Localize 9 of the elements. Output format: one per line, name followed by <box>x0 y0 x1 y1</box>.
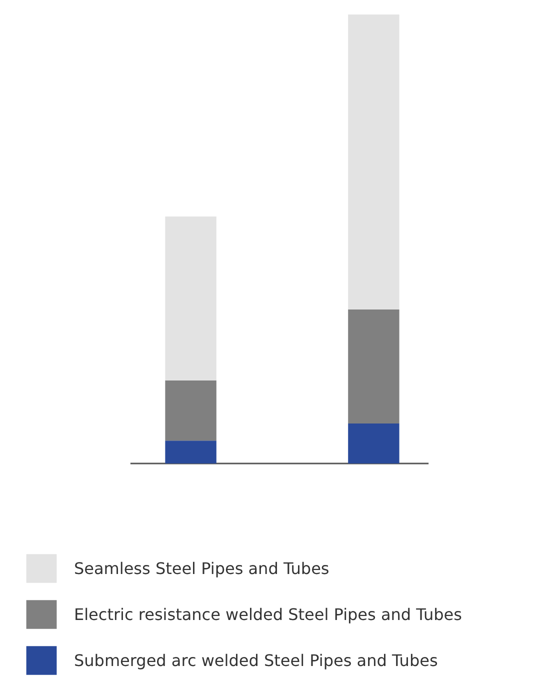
bar <box>348 14 400 310</box>
bar <box>348 424 400 464</box>
legend-label: Submerged arc welded Steel Pipes and Tubes <box>74 650 438 670</box>
legend-label: Seamless Steel Pipes and Tubes <box>74 558 330 578</box>
bar <box>348 309 400 424</box>
bar <box>165 216 216 380</box>
bar <box>165 380 216 441</box>
legend-label: Electric resistance welded Steel Pipes and Tubes <box>74 604 462 624</box>
bar <box>165 440 216 464</box>
